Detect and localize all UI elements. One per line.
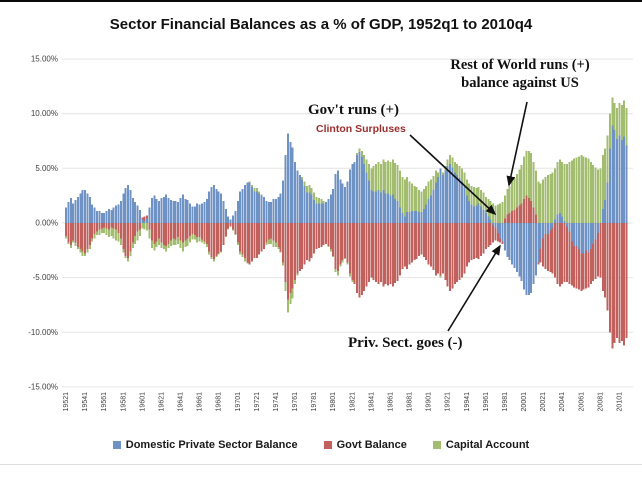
svg-text:19841: 19841 — [368, 392, 375, 412]
private-sector-annotation: Priv. Sect. goes (-) — [348, 335, 463, 351]
x-axis-labels: 19521 19541 19561 19581 19601 19621 19641 19661… — [63, 392, 624, 412]
svg-text:19821: 19821 — [349, 392, 356, 412]
svg-text:15.00%: 15.00% — [31, 55, 58, 64]
svg-text:19601: 19601 — [139, 392, 146, 412]
svg-text:19781: 19781 — [311, 392, 318, 412]
svg-text:20021: 20021 — [540, 392, 547, 412]
svg-text:19681: 19681 — [216, 392, 223, 412]
svg-text:-10.00%: -10.00% — [28, 328, 58, 337]
svg-text:19621: 19621 — [158, 392, 165, 412]
svg-text:19741: 19741 — [273, 392, 280, 412]
clinton-surplus-arrow — [409, 134, 497, 216]
legend-item-capital: Capital Account — [432, 439, 530, 451]
svg-text:19541: 19541 — [82, 392, 89, 412]
svg-text:19761: 19761 — [292, 392, 299, 412]
govt-swatch-icon — [323, 441, 332, 449]
legend-item-private: Domestic Private Sector Balance — [112, 439, 298, 451]
rest-of-world-line1: Rest of World runs (+) — [450, 57, 590, 73]
rest-of-world-line2: balance against US — [461, 75, 579, 92]
svg-text:19921: 19921 — [445, 392, 452, 412]
annotation-arrows — [409, 101, 528, 332]
rest-of-world-annotation: Rest of World runs (+) balance against U… — [430, 56, 610, 92]
svg-text:-15.00%: -15.00% — [28, 382, 58, 391]
svg-text:20101: 20101 — [617, 392, 624, 412]
bottom-hairline — [0, 464, 642, 465]
stacked-bars — [65, 97, 628, 349]
svg-text:19581: 19581 — [120, 392, 127, 412]
chart-title: Sector Financial Balances as a % of GDP,… — [109, 16, 533, 33]
svg-text:19521: 19521 — [63, 392, 70, 412]
legend-item-govt: Govt Balance — [323, 439, 407, 451]
svg-text:19641: 19641 — [178, 392, 185, 412]
svg-text:19721: 19721 — [254, 392, 261, 412]
svg-text:19961: 19961 — [483, 392, 490, 412]
rest-of-world-arrow — [506, 101, 528, 187]
svg-text:20001: 20001 — [521, 392, 528, 412]
clinton-surpluses-label: Clinton Surpluses — [316, 123, 406, 135]
legend-label-private: Domestic Private Sector Balance — [125, 439, 298, 451]
govt-runs-annotation: Gov't runs (+) — [308, 102, 400, 118]
svg-text:20081: 20081 — [597, 392, 604, 412]
svg-text:0.00%: 0.00% — [35, 219, 58, 228]
svg-text:19661: 19661 — [197, 392, 204, 412]
svg-text:19881: 19881 — [407, 392, 414, 412]
svg-text:5.00%: 5.00% — [35, 164, 58, 173]
svg-text:19981: 19981 — [502, 392, 509, 412]
svg-text:19701: 19701 — [235, 392, 242, 412]
private-swatch-icon — [112, 441, 121, 449]
svg-text:19861: 19861 — [387, 392, 394, 412]
svg-text:19801: 19801 — [330, 392, 337, 412]
legend-label-govt: Govt Balance — [336, 439, 407, 451]
legend-label-capital: Capital Account — [445, 439, 530, 451]
legend: Domestic Private Sector Balance Govt Bal… — [0, 439, 642, 451]
svg-text:20041: 20041 — [559, 392, 566, 412]
svg-text:20061: 20061 — [578, 392, 585, 412]
top-border — [0, 0, 642, 2]
svg-text:19901: 19901 — [426, 392, 433, 412]
svg-text:-5.00%: -5.00% — [33, 273, 58, 282]
y-axis-labels: 15.00% 10.00% 5.00% 0.00% -5.00% -10.00% -15.0… — [28, 55, 58, 392]
svg-text:19941: 19941 — [464, 392, 471, 412]
svg-text:10.00%: 10.00% — [31, 109, 58, 118]
svg-text:19561: 19561 — [101, 392, 108, 412]
private-sector-arrow — [447, 244, 501, 332]
capital-swatch-icon — [432, 441, 441, 449]
